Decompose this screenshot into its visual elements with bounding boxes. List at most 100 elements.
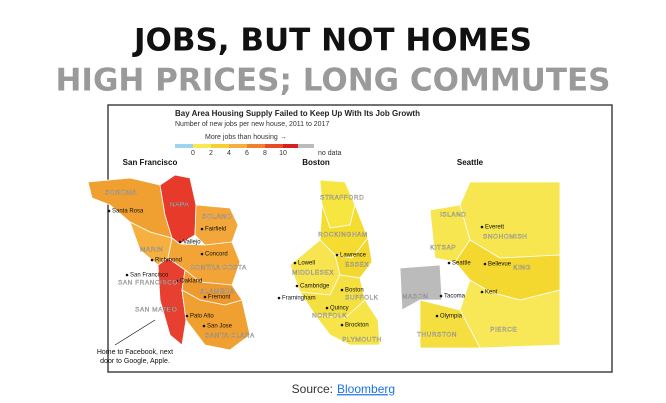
city-label: Richmond bbox=[155, 258, 182, 264]
figure-title: Bay Area Housing Supply Failed to Keep U… bbox=[175, 109, 420, 118]
legend-no-data: no data bbox=[318, 150, 341, 157]
city-label: San Jose bbox=[207, 324, 233, 330]
annotation: Home to Facebook, next bbox=[97, 349, 173, 356]
region-label: ISLAND bbox=[440, 212, 466, 219]
region-label: STRAFFORD bbox=[320, 195, 364, 202]
city-dot bbox=[200, 227, 204, 231]
city-label: Vallejo bbox=[183, 240, 201, 246]
region-label: THURSTON bbox=[417, 332, 457, 339]
city-dot bbox=[295, 284, 299, 288]
city-dot bbox=[107, 209, 111, 213]
boston-map bbox=[289, 179, 381, 346]
region-label: SONOMA bbox=[105, 190, 137, 197]
city-dot bbox=[203, 295, 207, 299]
region-label: SUFFOLK bbox=[345, 295, 379, 302]
city-label: Framingham bbox=[282, 296, 316, 302]
region-label: CONTRA COSTA bbox=[190, 265, 247, 272]
region-label: KITSAP bbox=[430, 245, 456, 252]
city-dot bbox=[325, 306, 329, 310]
region-label: ESSEX bbox=[345, 262, 369, 269]
city-label: Seattle bbox=[452, 261, 471, 267]
map-title: San Francisco bbox=[123, 158, 178, 167]
title: JOBS, BUT NOT HOMES bbox=[132, 23, 532, 59]
region-label: SOLANO bbox=[202, 214, 232, 221]
city-dot bbox=[202, 324, 206, 328]
region-label: SNOHOMISH bbox=[483, 234, 528, 241]
city-dot bbox=[293, 261, 297, 265]
legend-swatch bbox=[175, 144, 193, 148]
city-label: Santa Rosa bbox=[112, 209, 144, 215]
region-label: ALAMEDA bbox=[200, 289, 235, 296]
source-link[interactable]: Bloomberg bbox=[337, 382, 395, 396]
region-label: ROCKINGHAM bbox=[318, 232, 368, 239]
city-label: San Francisco bbox=[130, 273, 169, 279]
city-label: Concord bbox=[205, 252, 228, 258]
legend-tick-label: 0 bbox=[191, 150, 195, 157]
city-dot bbox=[200, 252, 204, 256]
region-label: SAN MATEO bbox=[135, 307, 177, 314]
city-dot bbox=[480, 225, 484, 229]
legend: 0 2 4 6 8 10 bbox=[175, 144, 301, 157]
region-label: PIERCE bbox=[490, 327, 517, 334]
city-label: Oakland bbox=[180, 279, 202, 285]
city-dot bbox=[150, 258, 154, 262]
city-label: Everett bbox=[485, 225, 504, 231]
city-label: Bellevue bbox=[488, 262, 512, 268]
legend-tick-label: 4 bbox=[227, 150, 231, 157]
city-label: Lowell bbox=[298, 261, 315, 267]
city-label: Olympia bbox=[440, 314, 463, 320]
city-dot bbox=[178, 240, 182, 244]
region-label: SANTA CLARA bbox=[205, 333, 255, 340]
city-label: Kent bbox=[485, 290, 498, 296]
region-label: NAPA bbox=[170, 202, 189, 209]
legend-tick-label: 6 bbox=[245, 150, 249, 157]
city-dot bbox=[340, 288, 344, 292]
city-label: Palo Alto bbox=[190, 314, 214, 320]
city-dot bbox=[125, 273, 129, 277]
city-label: Brockton bbox=[345, 323, 369, 329]
city-label: Quincy bbox=[330, 306, 349, 312]
region-label: SAN FRANCISCO bbox=[118, 280, 178, 287]
region-label: KING bbox=[513, 265, 531, 272]
region-label: MASON bbox=[402, 294, 428, 301]
legend-no-data-swatch bbox=[298, 144, 314, 148]
source-prefix: Source: bbox=[292, 382, 333, 396]
city-dot bbox=[277, 296, 281, 300]
region-label: NORFOLK bbox=[312, 313, 347, 320]
legend-swatch bbox=[193, 144, 211, 148]
city-dot bbox=[435, 314, 439, 318]
legend-swatch bbox=[229, 144, 247, 148]
region-label: PLYMOUTH bbox=[342, 337, 382, 344]
seattle-map bbox=[399, 181, 561, 349]
legend-tick-label: 10 bbox=[279, 150, 287, 157]
legend-swatch bbox=[283, 144, 301, 148]
map-title: Boston bbox=[302, 158, 330, 167]
city-label: Cambridge bbox=[300, 284, 330, 290]
subtitle: HIGH PRICES; LONG COMMUTES bbox=[55, 63, 610, 99]
map-labels: San Francisco SONOMA Santa Rosa NAPA SOLANO F… bbox=[97, 158, 531, 365]
legend-swatch bbox=[265, 144, 283, 148]
city-label: Fremont bbox=[208, 295, 231, 301]
legend-swatch bbox=[247, 144, 265, 148]
city-dot bbox=[447, 261, 451, 265]
city-dot bbox=[480, 290, 484, 294]
city-dot bbox=[439, 294, 443, 298]
city-label: Tacoma bbox=[444, 294, 466, 300]
annotation: door to Google, Apple. bbox=[100, 358, 170, 365]
figure-subtitle: Number of new jobs per new house, 2011 t… bbox=[175, 121, 329, 128]
city-dot bbox=[185, 314, 189, 318]
city-dot bbox=[483, 262, 487, 266]
city-label: Fairfield bbox=[205, 227, 226, 233]
legend-swatch bbox=[211, 144, 229, 148]
region-label: MARIN bbox=[140, 247, 163, 254]
region-label: MIDDLESEX bbox=[292, 270, 334, 277]
city-dot bbox=[175, 279, 179, 283]
legend-caption: More jobs than housing → bbox=[205, 134, 287, 141]
city-label: Boston bbox=[345, 288, 364, 294]
city-label: Lawrence bbox=[340, 253, 367, 259]
city-dot bbox=[335, 253, 339, 257]
legend-tick-label: 2 bbox=[209, 150, 213, 157]
city-dot bbox=[340, 323, 344, 327]
